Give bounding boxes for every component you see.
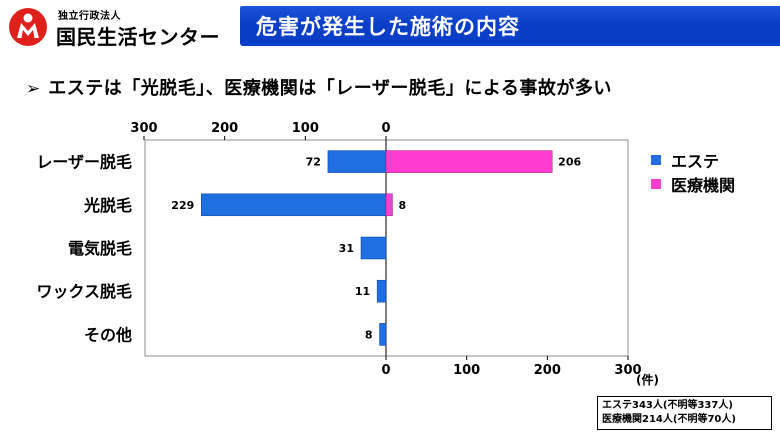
person-mark-icon — [9, 8, 47, 46]
category-label: レーザー脱毛 — [36, 153, 132, 172]
data-label-este: 72 — [306, 156, 321, 169]
page-title: 危害が発生した施術の内容 — [256, 15, 520, 39]
data-label-este: 31 — [339, 242, 354, 255]
bar-medical — [385, 193, 393, 217]
category-label: その他 — [84, 325, 132, 344]
note-line-este: エステ343人(不明等337人) — [602, 400, 733, 411]
data-label-este: 8 — [365, 328, 373, 341]
bar-medical — [385, 150, 553, 173]
org-name: 国民生活センター — [56, 25, 220, 49]
bar-este — [376, 279, 387, 303]
bottom-axis-tick-label: 200 — [534, 363, 561, 378]
note-line-medical: 医療機関214人(不明等70人) — [602, 414, 736, 425]
legend-label-medical: 医療機関 — [671, 176, 736, 195]
top-axis-tick-label: 100 — [292, 121, 319, 136]
axis-unit-label: (件) — [636, 372, 659, 387]
legend-swatch-medical — [651, 179, 661, 189]
bottom-axis-tick-label: 0 — [381, 363, 390, 378]
legend: エステ 医療機関 — [651, 148, 735, 196]
data-label-este: 229 — [171, 199, 194, 212]
bottom-axis-tick-label: 100 — [453, 363, 480, 378]
legend-label-este: エステ — [671, 152, 720, 171]
bar-este — [379, 323, 387, 346]
data-label-este: 11 — [355, 285, 370, 298]
respondent-note: エステ343人(不明等337人) 医療機関214人(不明等70人) — [597, 396, 772, 430]
bar-este — [201, 193, 387, 217]
data-label-medical: 206 — [558, 156, 581, 169]
bullet-arrow-icon: ➢ — [26, 79, 41, 99]
data-label-medical: 8 — [398, 199, 406, 212]
top-axis-tick-label: 200 — [211, 121, 238, 136]
title-bar: 危害が発生した施術の内容 — [240, 6, 780, 46]
category-label: 電気脱毛 — [68, 239, 132, 258]
legend-swatch-este — [651, 155, 661, 165]
bottom-axis-tick-label: 300 — [614, 363, 641, 378]
top-axis-tick-label: 0 — [381, 121, 390, 136]
legend-item-este: エステ — [651, 148, 735, 172]
bar-este — [327, 150, 387, 173]
category-label: ワックス脱毛 — [36, 282, 132, 301]
subtitle: エステは「光脱毛」、医療機関は「レーザー脱毛」による事故が多い — [48, 78, 612, 99]
org-type-label: 独立行政法人 — [58, 11, 121, 22]
bar-este — [360, 236, 387, 260]
top-axis-tick-label: 300 — [130, 121, 157, 136]
category-label: 光脱毛 — [83, 196, 132, 215]
subtitle-row: ➢ エステは「光脱毛」、医療機関は「レーザー脱毛」による事故が多い — [26, 74, 612, 100]
header: 独立行政法人 国民生活センター 危害が発生した施術の内容 — [0, 0, 780, 56]
legend-item-medical: 医療機関 — [651, 172, 735, 196]
title-bar-shine — [240, 6, 780, 24]
